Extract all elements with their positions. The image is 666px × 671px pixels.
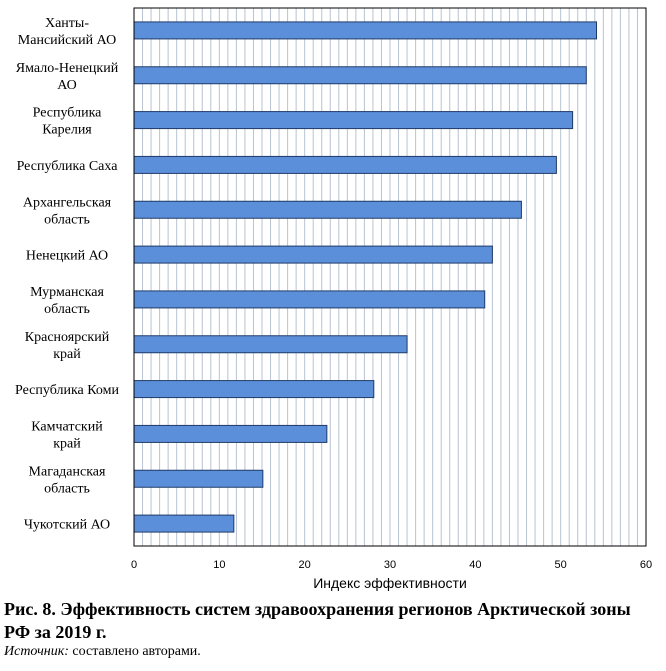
figure-caption: Рис. 8. Эффективность систем здравоохран… bbox=[4, 599, 631, 642]
category-label-line: Республика Коми bbox=[15, 383, 119, 398]
category-label-line: Ханты- bbox=[45, 16, 89, 31]
x-tick-label: 0 bbox=[131, 559, 137, 571]
x-tick-label: 60 bbox=[640, 559, 652, 571]
category-label: Чукотский АО bbox=[24, 518, 110, 533]
category-label: Республика Карелия bbox=[33, 106, 103, 138]
source-label: Источник: bbox=[4, 644, 69, 659]
x-tick-label: 20 bbox=[299, 559, 311, 571]
category-label: Республика Коми bbox=[15, 383, 119, 398]
category-label: Архангельская область bbox=[23, 195, 112, 227]
bar bbox=[133, 380, 375, 399]
category-label-line: Чукотский АО bbox=[24, 518, 110, 533]
category-label: Мурманская область bbox=[30, 285, 104, 317]
x-axis-ticks: 0 10 20 30 40 50 60 bbox=[131, 559, 652, 571]
category-label-line: область bbox=[44, 212, 90, 227]
category-label: Камчатский край bbox=[31, 419, 103, 451]
bar bbox=[133, 111, 574, 130]
bar bbox=[133, 514, 235, 533]
category-label-line: область bbox=[44, 302, 90, 317]
category-label-line: Республика bbox=[33, 106, 103, 121]
x-axis-label: Индекс эффективности bbox=[313, 575, 467, 591]
x-tick-label: 50 bbox=[555, 559, 567, 571]
bar bbox=[133, 469, 264, 488]
category-label-line: край bbox=[53, 436, 81, 451]
bar-chart: 0 10 20 30 40 50 60 Ханты- Мансийский АО Ямало-Н… bbox=[15, 7, 652, 591]
bars bbox=[133, 21, 598, 533]
category-label-line: Карелия bbox=[42, 123, 92, 138]
source-text: составлено авторами. bbox=[68, 644, 201, 659]
bar bbox=[133, 200, 522, 219]
category-label: Магаданская область bbox=[29, 464, 106, 496]
category-label-line: Мансийский АО bbox=[18, 33, 116, 48]
category-label-line: Мурманская bbox=[30, 285, 104, 300]
bar bbox=[133, 21, 598, 40]
grid-lines bbox=[142, 8, 638, 546]
category-label-line: край bbox=[53, 347, 81, 362]
plot-frame bbox=[133, 7, 647, 547]
category-label-line: Ямало-Ненецкий bbox=[16, 61, 119, 76]
category-label: Ханты- Мансийский АО bbox=[18, 16, 116, 48]
bar bbox=[133, 424, 328, 443]
bar bbox=[133, 335, 408, 354]
x-tick-label: 10 bbox=[213, 559, 225, 571]
category-label: Ненецкий АО bbox=[26, 249, 108, 264]
bar bbox=[133, 66, 587, 85]
x-tick-label: 40 bbox=[469, 559, 481, 571]
category-label-line: Магаданская bbox=[29, 464, 106, 479]
y-axis-labels: Ханты- Мансийский АО Ямало-Ненецкий АО Респу… bbox=[15, 16, 119, 533]
category-label-line: Ненецкий АО bbox=[26, 249, 108, 264]
category-label-line: Красноярский bbox=[25, 330, 110, 345]
category-label: Республика Саха bbox=[17, 159, 119, 174]
bar bbox=[133, 155, 557, 174]
category-label-line: область bbox=[44, 481, 90, 496]
category-label: Красноярский край bbox=[25, 330, 110, 362]
category-label-line: Камчатский bbox=[31, 419, 103, 434]
category-label: Ямало-Ненецкий АО bbox=[16, 61, 119, 93]
category-label-line: Архангельская bbox=[23, 195, 112, 210]
source-note: Источник: составлено авторами. bbox=[4, 644, 201, 660]
x-tick-label: 30 bbox=[384, 559, 396, 571]
category-label-line: Республика Саха bbox=[17, 159, 119, 174]
bar bbox=[133, 245, 493, 264]
category-label-line: АО bbox=[57, 78, 77, 93]
bar bbox=[133, 290, 486, 309]
